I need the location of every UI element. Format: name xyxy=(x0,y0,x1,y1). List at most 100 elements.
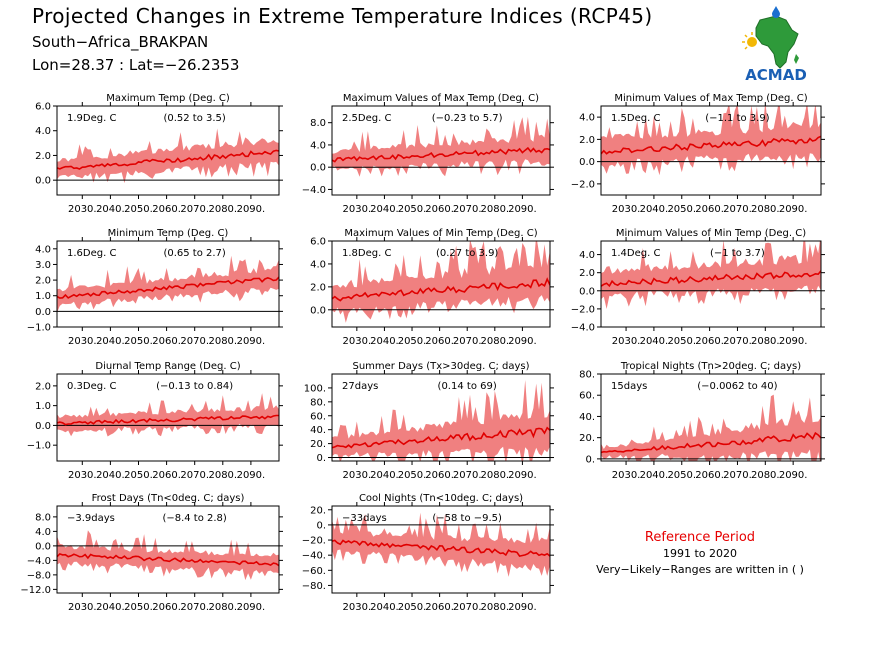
likely-range-band xyxy=(601,394,821,461)
y-tick-label: 0. xyxy=(316,453,326,464)
x-tick-label: 2040. xyxy=(96,470,125,481)
y-axis: −4.0 −2.0 0.0 2.0 4.0 xyxy=(571,250,825,334)
y-tick-label: −2.0 xyxy=(571,179,595,190)
y-tick-label: 1.0 xyxy=(35,291,51,302)
plot-frame xyxy=(56,505,280,594)
likely-range-band xyxy=(332,241,550,323)
very-likely-range: (−1.1 to 3.9) xyxy=(705,113,769,124)
projected-change-value: 1.9Deg. C xyxy=(67,113,116,124)
y-tick-label: 0.0 xyxy=(310,305,326,316)
y-tick-label: 6.0 xyxy=(35,102,51,113)
x-tick-label: 2070. xyxy=(180,470,209,481)
very-likely-range: (0.65 to 2.7) xyxy=(163,248,225,259)
x-tick-label: 2080. xyxy=(480,602,509,613)
x-tick-label: 2030. xyxy=(68,204,97,215)
x-tick-label: 2090. xyxy=(779,204,808,215)
x-tick-label: 2060. xyxy=(425,204,454,215)
reference-period-years: 1991 to 2020 xyxy=(662,547,738,560)
x-tick-label: 2040. xyxy=(370,336,399,347)
chart-panel-8: 0.20.40.60.80.100.2030.2040.2050.2060.20… xyxy=(304,361,554,481)
x-tick-label: 2030. xyxy=(343,470,372,481)
x-tick-label: 2040. xyxy=(370,470,399,481)
very-likely-range: (−8.4 to 2.8) xyxy=(162,513,226,524)
x-tick-label: 2090. xyxy=(508,602,537,613)
x-tick-label: 2040. xyxy=(96,204,125,215)
median-series-line xyxy=(332,146,550,163)
median-series-line xyxy=(332,277,550,302)
y-tick-label: 1.0 xyxy=(35,401,51,412)
y-tick-label: −20. xyxy=(302,536,326,547)
y-axis: −80. −60. −40. −20. 0. 20. xyxy=(302,505,554,592)
y-tick-label: 100. xyxy=(304,383,326,394)
y-tick-label: −2.0 xyxy=(571,304,595,315)
x-tick-label: 2080. xyxy=(208,470,237,481)
water-drop-icon xyxy=(772,6,780,18)
x-tick-label: 2090. xyxy=(508,204,537,215)
x-axis: 2030.2040.2050.2060.2070.2080.2090. xyxy=(343,102,537,215)
x-tick-label: 2060. xyxy=(152,470,181,481)
y-tick-label: 0.0 xyxy=(35,541,51,552)
x-tick-label: 2040. xyxy=(96,336,125,347)
x-axis: 2030.2040.2050.2060.2070.2080.2090. xyxy=(68,502,265,613)
location-coordinates: Lon=28.37 : Lat=−26.2353 xyxy=(32,56,240,74)
median-series-line xyxy=(57,414,279,426)
very-likely-range: (−0.23 to 5.7) xyxy=(432,113,503,124)
x-tick-label: 2060. xyxy=(425,602,454,613)
x-tick-label: 2040. xyxy=(640,470,669,481)
page-title: Projected Changes in Extreme Temperature… xyxy=(32,4,653,28)
y-tick-label: 4.0 xyxy=(35,527,51,538)
acmad-logo-text: ACMAD xyxy=(745,66,807,82)
median-series-line xyxy=(601,270,821,288)
median-series-line xyxy=(601,135,821,155)
chart-title: Maximum Values of Min Temp (Deg. C) xyxy=(344,228,537,239)
chart-panel-9: 0.20.40.60.80.2030. 2040. 2050. 2060. 2070. 2… xyxy=(579,361,825,481)
y-tick-label: 4.0 xyxy=(310,259,326,270)
x-tick-label: 2060. xyxy=(152,204,181,215)
x-tick-label: 2070. xyxy=(180,336,209,347)
x-tick-label: 2030. xyxy=(68,470,97,481)
x-tick-label: 2030. xyxy=(612,470,641,481)
projected-change-value: 1.5Deg. C xyxy=(611,113,660,124)
x-tick-label: 2050. xyxy=(667,470,696,481)
y-tick-label: 2.0 xyxy=(310,282,326,293)
likely-range-band xyxy=(601,241,821,309)
very-likely-range: (−58 to −9.5) xyxy=(432,513,502,524)
plot-frame xyxy=(331,105,551,196)
chart-panel-1: 0.0 2.0 4.0 6.0 2030. 2040. 2050. 2060. 2070. 208… xyxy=(35,93,283,215)
likely-range-band xyxy=(601,106,821,176)
x-tick-label: 2030. xyxy=(343,602,372,613)
likely-range-band xyxy=(332,380,550,461)
x-tick-label: 2050. xyxy=(124,336,153,347)
x-tick-label: 2040. xyxy=(640,204,669,215)
y-tick-label: 40. xyxy=(310,425,326,436)
x-tick-label: 2050. xyxy=(124,204,153,215)
plot-frame xyxy=(56,105,280,196)
y-tick-label: 4.0 xyxy=(310,140,326,151)
y-tick-label: 4.0 xyxy=(579,113,595,124)
projected-change-value: 1.8Deg. C xyxy=(342,248,391,259)
x-tick-label: 2040. xyxy=(640,336,669,347)
y-axis: −4.0 0.0 4.0 8.0 xyxy=(302,118,554,196)
median-series-line xyxy=(332,426,550,449)
y-tick-label: 4.0 xyxy=(35,126,51,137)
sun-icon xyxy=(742,32,757,50)
x-tick-label: 2030. xyxy=(68,602,97,613)
projected-change-value: −33days xyxy=(342,513,387,524)
x-tick-label: 2080. xyxy=(751,204,780,215)
x-tick-label: 2030. xyxy=(343,204,372,215)
y-axis: 0. 20. 40. 60. 80. 100. xyxy=(304,383,554,464)
reference-period-title: Reference Period xyxy=(644,530,756,545)
x-tick-label: 2050. xyxy=(398,602,427,613)
y-tick-label: 0. xyxy=(316,520,326,531)
x-axis: 2030.2040.2050.2060.2070.2080.2090. xyxy=(343,502,537,613)
x-tick-label: 2050. xyxy=(398,204,427,215)
chart-title: Minimum Values of Max Temp (Deg. C) xyxy=(614,93,807,104)
y-tick-label: 0.0 xyxy=(35,421,51,432)
plot-frame xyxy=(331,240,551,328)
x-tick-label: 2080. xyxy=(751,470,780,481)
plot-frame xyxy=(331,373,551,462)
very-likely-range: (0.52 to 3.5) xyxy=(163,113,225,124)
x-tick-label: 2070. xyxy=(723,336,752,347)
